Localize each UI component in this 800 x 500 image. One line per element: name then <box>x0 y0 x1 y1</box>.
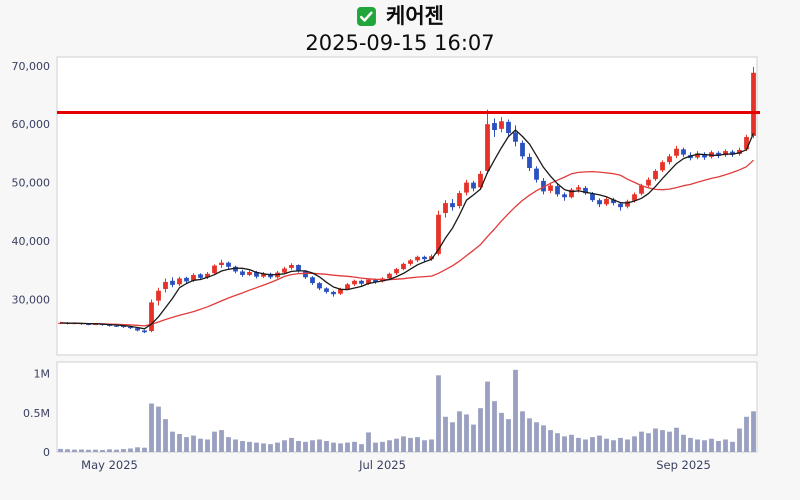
svg-text:May 2025: May 2025 <box>81 458 138 472</box>
svg-text:50,000: 50,000 <box>12 177 51 190</box>
svg-text:70,000: 70,000 <box>12 60 51 73</box>
stock-name: 케어젠 <box>386 4 444 28</box>
svg-text:Jul 2025: Jul 2025 <box>358 458 406 472</box>
timestamp: 2025-09-15 16:07 <box>305 31 495 55</box>
svg-text:30,000: 30,000 <box>12 293 51 306</box>
svg-text:1M: 1M <box>34 368 51 381</box>
svg-text:0: 0 <box>43 446 50 459</box>
chart-header: 케어젠 2025-09-15 16:07 <box>0 3 800 56</box>
svg-text:40,000: 40,000 <box>12 235 51 248</box>
svg-text:Sep 2025: Sep 2025 <box>656 458 711 472</box>
green-checkbox-icon <box>356 6 377 27</box>
svg-text:60,000: 60,000 <box>12 118 51 131</box>
svg-text:0.5M: 0.5M <box>23 407 50 420</box>
title-row: 케어젠 <box>0 3 800 29</box>
